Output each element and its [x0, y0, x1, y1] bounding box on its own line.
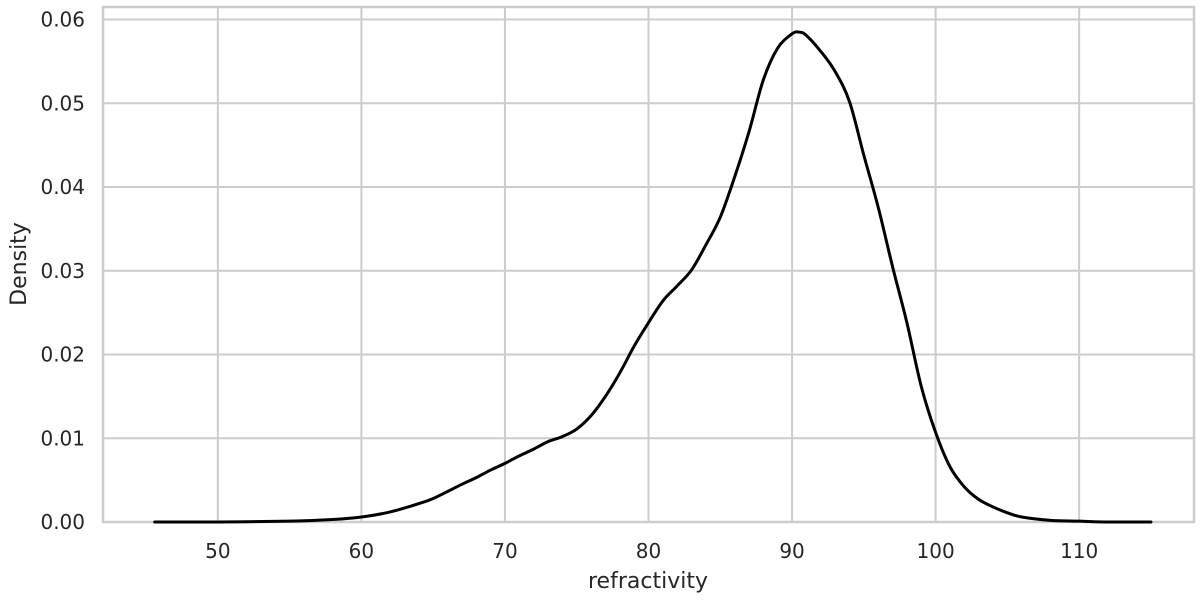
y-tick-label: 0.04 — [40, 175, 85, 199]
x-tick-label: 70 — [492, 539, 517, 563]
y-tick-label: 0.03 — [40, 259, 85, 283]
tick-label-layer: 50 60 70 80 90 100 110 0.00 0.01 0.02 0.03 0.04 0.05… — [40, 8, 1098, 563]
y-tick-label: 0.06 — [40, 8, 85, 32]
kde-density-line — [153, 30, 1153, 524]
y-tick-label: 0.02 — [40, 343, 85, 367]
y-tick-label: 0.01 — [40, 426, 85, 450]
x-tick-label: 90 — [779, 539, 804, 563]
x-tick-label: 60 — [349, 539, 374, 563]
x-tick-label: 100 — [917, 539, 955, 563]
x-tick-label: 50 — [205, 539, 230, 563]
y-tick-label: 0.00 — [40, 510, 85, 534]
x-axis-label: refractivity — [588, 569, 708, 594]
plot-frame — [101, 5, 1196, 524]
x-tick-label: 80 — [636, 539, 661, 563]
y-tick-label: 0.05 — [40, 91, 85, 115]
x-tick-label: 110 — [1060, 539, 1098, 563]
grid-layer — [103, 7, 1194, 522]
y-axis-label: Density — [7, 222, 32, 306]
